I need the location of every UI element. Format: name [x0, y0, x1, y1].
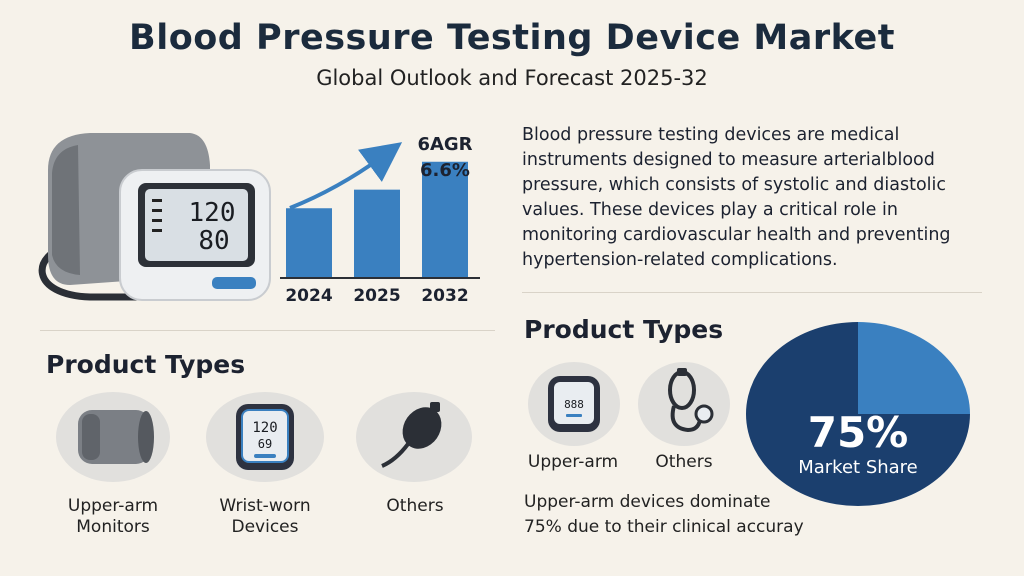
wrist-reading-top: 120 [252, 420, 277, 436]
cagr-block: 6AGR 6.6% [405, 132, 485, 184]
upper-arm-label: Upper-arm [527, 452, 619, 472]
wrist-monitor-icon: 120 69 [236, 404, 294, 470]
x-tick-label-2025: 2025 [353, 286, 401, 306]
upper-arm-circle: 888 [528, 362, 620, 446]
monitor-screen [145, 189, 248, 261]
bar-2032 [422, 161, 468, 278]
cagr-value: 6.6% [420, 160, 470, 181]
bar-2024 [286, 208, 332, 278]
diastolic-reading: 80 [198, 226, 229, 256]
pie-slice-upper-arm [746, 322, 970, 506]
wrist-monitor-icon: 888 [548, 376, 600, 432]
page-subtitle: Global Outlook and Forecast 2025-32 [316, 66, 708, 90]
divider-right [522, 292, 982, 293]
pie-sublabel: Market Share [798, 457, 918, 478]
others-right-circle [638, 362, 730, 446]
upper-arm-reading: 888 [564, 398, 584, 411]
pie-slice-others [858, 322, 970, 414]
blood-pressure-monitor-illustration: 120 80 [38, 133, 271, 301]
pie-center-label: 75% Market Share [744, 410, 972, 480]
stethoscope-icon [668, 368, 714, 433]
chart-x-labels: 2024 2025 2032 [280, 286, 485, 308]
cagr-label: 6AGR [417, 134, 473, 155]
growth-bar-chart [280, 142, 480, 279]
others-right-label: Others [655, 452, 713, 472]
divider-left [40, 330, 495, 331]
monitor-button [212, 277, 256, 289]
growth-arrow-icon [289, 142, 403, 210]
bar-2025 [354, 189, 400, 278]
pie-percent: 75% [807, 408, 909, 457]
wrist-worn-devices-label: Wrist-worn Devices [219, 496, 311, 537]
x-tick-label-2024: 2024 [285, 286, 333, 306]
page-title: Blood Pressure Testing Device Market [129, 18, 895, 58]
others-label: Others [386, 496, 444, 516]
bulb-icon [381, 402, 442, 468]
cuff-icon [78, 410, 154, 464]
upper-arm-monitor-circle [56, 392, 170, 482]
left-product-types-title: Product Types [46, 350, 246, 379]
market-share-pie-chart [746, 322, 970, 506]
others-circle [356, 392, 472, 482]
wrist-device-circle: 120 69 [206, 392, 324, 482]
systolic-reading: 120 [189, 198, 236, 228]
market-description: Blood pressure testing devices are medic… [522, 125, 951, 270]
market-note: Upper-arm devices dominate 75% due to th… [524, 492, 804, 537]
upper-arm-monitors-label: Upper-arm Monitors [67, 496, 159, 537]
right-product-types-title: Product Types [524, 315, 724, 344]
wrist-reading-bottom: 69 [258, 437, 272, 451]
x-tick-label-2032: 2032 [421, 286, 469, 306]
